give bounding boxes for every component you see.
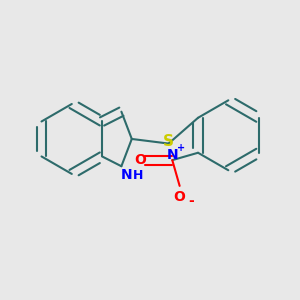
Text: H: H — [133, 169, 143, 182]
Text: +: + — [177, 143, 185, 153]
Text: N: N — [121, 168, 133, 182]
Text: S: S — [163, 134, 174, 149]
Text: O: O — [134, 153, 146, 167]
Text: -: - — [189, 194, 194, 208]
Text: N: N — [167, 148, 178, 162]
Text: O: O — [174, 190, 186, 204]
